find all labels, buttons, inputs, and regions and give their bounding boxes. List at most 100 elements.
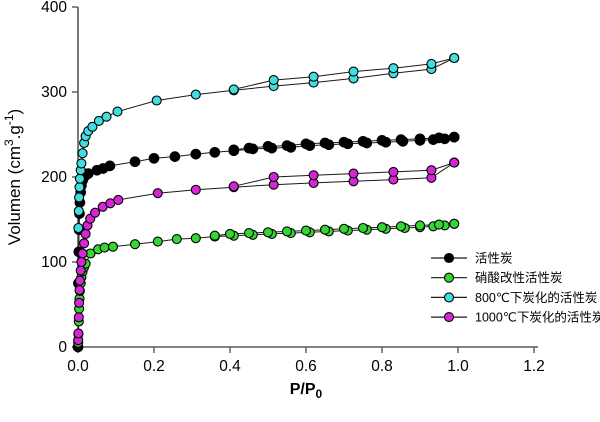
data-point: [104, 160, 116, 172]
data-point: [268, 171, 279, 183]
data-point: [73, 312, 84, 323]
data-point: [87, 121, 98, 132]
data-point: [268, 75, 279, 86]
data-point: [79, 238, 90, 249]
data-point: [388, 63, 399, 74]
legend-item: 活性炭: [431, 252, 513, 266]
data-point: [190, 89, 201, 100]
data-point: [80, 228, 91, 239]
data-point: [77, 148, 88, 159]
data-point: [348, 66, 359, 77]
data-point: [151, 95, 162, 106]
data-point: [228, 144, 240, 156]
data-point: [190, 184, 201, 195]
data-point: [449, 218, 460, 229]
data-point: [376, 135, 388, 146]
data-point: [426, 58, 437, 69]
data-point: [376, 222, 388, 233]
y-axis-title: Volumen (cm3.g-1): [2, 109, 24, 245]
y-tick-label: 300: [41, 84, 67, 101]
x-tick-label: 0.6: [295, 358, 317, 375]
data-point: [308, 71, 319, 82]
data-point: [129, 239, 141, 250]
legend-item-label: 硝酸改性活性炭: [475, 270, 563, 285]
x-tick-label: 0.4: [219, 358, 241, 375]
data-point: [107, 241, 119, 252]
data-point: [433, 132, 445, 144]
legend-item-label: 活性炭: [475, 252, 513, 266]
data-point: [171, 234, 182, 245]
series-3-adsorption-line: [77, 162, 455, 341]
data-point: [129, 156, 141, 168]
x-tick-label: 1.2: [523, 358, 545, 375]
data-point: [281, 226, 293, 237]
data-point: [74, 297, 85, 308]
y-tick-label: 0: [58, 339, 67, 356]
data-point: [190, 233, 201, 244]
data-point: [74, 182, 85, 193]
data-point: [148, 152, 160, 164]
x-tick-label: 1.0: [447, 358, 469, 375]
data-point: [74, 173, 85, 184]
data-point: [209, 146, 221, 158]
data-point: [449, 157, 460, 168]
data-point: [73, 205, 84, 217]
legend-marker-icon: [443, 292, 455, 303]
data-point: [262, 227, 274, 238]
data-point: [93, 115, 104, 126]
legend-item: 800℃下炭化的活性炭: [431, 290, 597, 305]
data-point: [395, 134, 407, 145]
data-point: [74, 275, 85, 286]
data-point: [243, 142, 255, 154]
legend-item-label: 800℃下炭化的活性炭: [475, 290, 597, 305]
data-point: [338, 223, 350, 234]
y-tick-label: 100: [41, 254, 67, 271]
x-tick-label: 0.8: [371, 358, 393, 375]
x-tick-label: 0.2: [143, 358, 165, 375]
data-point: [449, 52, 460, 64]
data-point: [262, 141, 274, 152]
data-point: [74, 192, 85, 203]
data-point: [113, 194, 124, 205]
data-point: [152, 188, 163, 199]
y-tick-label: 200: [41, 169, 67, 186]
data-point: [433, 219, 445, 230]
data-point: [348, 168, 359, 179]
legend-marker-icon: [443, 312, 455, 323]
data-point: [112, 106, 123, 117]
data-point: [224, 228, 236, 239]
series-plot-area: [72, 52, 460, 353]
legend-marker-icon: [443, 272, 455, 283]
data-point: [76, 256, 87, 268]
data-point: [357, 135, 369, 147]
data-point: [308, 170, 319, 181]
data-point: [228, 181, 239, 192]
series-3-desorption-line: [233, 162, 455, 187]
data-point: [101, 111, 112, 122]
data-point: [243, 228, 255, 239]
data-point: [281, 140, 293, 151]
data-point: [152, 236, 163, 247]
legend-item: 硝酸改性活性炭: [431, 270, 563, 285]
data-point: [74, 285, 85, 296]
data-point: [73, 328, 84, 339]
data-point: [414, 220, 426, 231]
x-axis: 0.0 0.2 0.4 0.6 0.8 1.0 1.2: [67, 347, 545, 375]
data-point: [75, 265, 86, 276]
data-point: [338, 136, 350, 148]
legend-marker-icon: [443, 252, 455, 264]
data-point: [426, 165, 437, 176]
data-point: [319, 224, 331, 235]
data-point: [319, 137, 331, 149]
legend-item-label: 1000℃下炭化的活性炭: [475, 310, 600, 325]
data-point: [76, 158, 87, 169]
data-point: [300, 138, 312, 150]
data-point: [388, 166, 399, 177]
x-tick-label: 0.0: [67, 358, 89, 375]
data-point: [414, 133, 426, 145]
data-point: [357, 222, 369, 234]
series-2-desorption-line: [233, 57, 455, 90]
